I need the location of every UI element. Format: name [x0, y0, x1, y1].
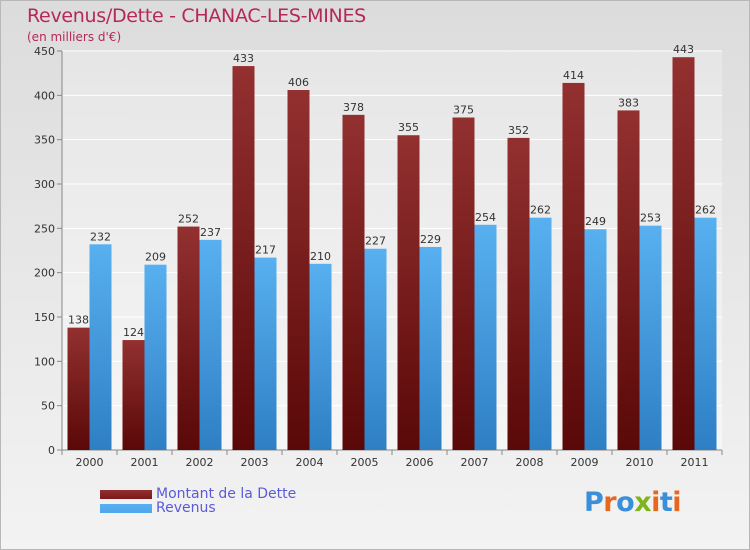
value-label-revenus: 262 — [695, 204, 716, 217]
x-tick-label: 2000 — [76, 456, 104, 469]
x-tick-label: 2001 — [131, 456, 159, 469]
value-label-dette: 433 — [233, 52, 254, 65]
value-label-revenus: 249 — [585, 215, 606, 228]
bar-revenus — [419, 246, 442, 450]
y-tick-label: 100 — [34, 355, 55, 368]
bar-revenus — [144, 264, 167, 450]
value-label-dette: 138 — [68, 314, 89, 327]
bar-revenus — [254, 257, 277, 450]
logo-letter: P — [584, 487, 604, 518]
x-tick-label: 2007 — [461, 456, 489, 469]
legend-label-dette: Montant de la Dette — [156, 486, 297, 502]
value-label-dette: 252 — [178, 213, 199, 226]
value-label-revenus: 227 — [365, 235, 386, 248]
value-label-dette: 124 — [123, 326, 144, 339]
bar-dette — [672, 57, 695, 450]
bar-dette — [342, 114, 365, 450]
logo-letter: x — [634, 487, 652, 518]
y-tick-label: 50 — [41, 400, 55, 413]
y-tick-label: 450 — [34, 45, 55, 58]
value-label-revenus: 217 — [255, 244, 276, 257]
bar-revenus — [199, 239, 222, 450]
bar-dette — [397, 135, 420, 450]
bar-dette — [562, 82, 585, 451]
bar-dette — [507, 137, 530, 451]
y-tick-label: 400 — [34, 89, 55, 102]
value-label-revenus: 237 — [200, 226, 221, 239]
y-tick-label: 150 — [34, 311, 55, 324]
x-tick-label: 2008 — [516, 456, 544, 469]
logo-letter: o — [616, 487, 635, 518]
bar-revenus — [639, 225, 662, 450]
value-label-revenus: 262 — [530, 204, 551, 217]
y-tick-label: 200 — [34, 267, 55, 280]
y-tick-label: 300 — [34, 178, 55, 191]
bar-dette — [122, 340, 145, 450]
chart-title: Revenus/Dette - CHANAC-LES-MINES — [27, 5, 366, 27]
bar-dette — [177, 226, 200, 450]
value-label-dette: 383 — [618, 96, 639, 109]
bar-dette — [617, 110, 640, 450]
value-label-revenus: 229 — [420, 233, 441, 246]
bar-revenus — [364, 248, 387, 450]
bar-revenus — [89, 244, 112, 450]
bar-revenus — [584, 229, 607, 450]
bar-dette — [287, 90, 310, 450]
value-label-revenus: 209 — [145, 251, 166, 264]
logo-letter: t — [659, 487, 673, 518]
y-tick-label: 250 — [34, 222, 55, 235]
value-label-revenus: 232 — [90, 230, 111, 243]
y-tick-label: 350 — [34, 134, 55, 147]
legend-swatch-dette — [100, 489, 152, 499]
value-label-dette: 414 — [563, 69, 584, 82]
value-label-revenus: 253 — [640, 212, 661, 225]
logo-letter: r — [603, 487, 617, 518]
value-label-dette: 378 — [343, 101, 364, 114]
value-label-revenus: 254 — [475, 211, 496, 224]
legend-swatch-revenus — [100, 503, 152, 513]
value-label-revenus: 210 — [310, 250, 331, 263]
legend-item-revenus: Revenus — [100, 500, 216, 516]
proxiti-logo: Proxiti — [584, 487, 682, 518]
bar-dette — [232, 66, 255, 450]
logo-letter: i — [672, 487, 682, 518]
x-tick-label: 2011 — [681, 456, 709, 469]
bar-revenus — [309, 263, 332, 450]
x-tick-label: 2004 — [296, 456, 324, 469]
value-label-dette: 406 — [288, 76, 309, 89]
y-tick-label: 0 — [48, 444, 55, 457]
plot-area — [62, 51, 722, 450]
x-tick-label: 2010 — [626, 456, 654, 469]
x-tick-label: 2006 — [406, 456, 434, 469]
bar-revenus — [474, 224, 497, 450]
value-label-dette: 352 — [508, 124, 529, 137]
legend-label-revenus: Revenus — [156, 500, 216, 516]
value-label-dette: 375 — [453, 104, 474, 117]
bar-dette — [452, 117, 475, 450]
bar-revenus — [529, 217, 552, 450]
x-tick-label: 2003 — [241, 456, 269, 469]
logo-letter: i — [651, 487, 660, 518]
legend-item-dette: Montant de la Dette — [100, 486, 296, 502]
chart-subtitle: (en milliers d'€) — [27, 30, 122, 44]
value-label-dette: 355 — [398, 121, 419, 134]
x-tick-label: 2005 — [351, 456, 379, 469]
bar-revenus — [694, 217, 717, 450]
x-tick-label: 2002 — [186, 456, 214, 469]
bar-dette — [67, 327, 90, 450]
x-tick-label: 2009 — [571, 456, 599, 469]
value-label-dette: 443 — [673, 43, 694, 56]
